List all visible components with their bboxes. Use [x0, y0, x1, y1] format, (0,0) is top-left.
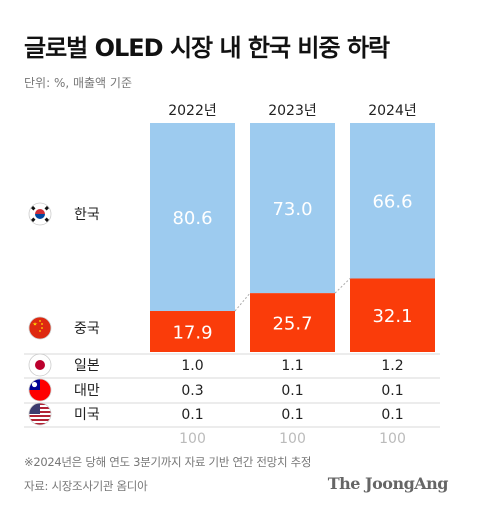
usa-flag [28, 402, 52, 426]
total-label: 100 [179, 431, 206, 447]
korea-value-label: 66.6 [372, 192, 412, 213]
korea-value-label: 80.6 [172, 208, 212, 229]
series-label: 한국 [74, 207, 100, 223]
china-value-label: 32.1 [372, 306, 412, 327]
row-label: 일본 [74, 358, 100, 374]
china-bar [150, 311, 235, 352]
table-cell: 0.1 [181, 407, 203, 423]
year-label: 2024년 [368, 103, 417, 119]
table-cell: 1.0 [181, 358, 203, 374]
japan-flag [28, 353, 52, 377]
china-value-label: 25.7 [272, 314, 312, 335]
year-label: 2022년 [168, 103, 217, 119]
brand-logo: The JoongAng [327, 474, 449, 493]
table-cell: 0.1 [281, 407, 303, 423]
table-cell: 0.1 [281, 383, 303, 399]
china-value-label: 17.9 [172, 323, 212, 344]
table-cell: 0.1 [381, 383, 403, 399]
connector-line [334, 278, 351, 294]
table-cell: 0.1 [381, 407, 403, 423]
korea-bar [150, 123, 235, 312]
year-label: 2023년 [268, 103, 317, 119]
table-cell: 0.3 [181, 383, 203, 399]
table-cell: 1.2 [381, 358, 403, 374]
total-label: 100 [379, 431, 406, 447]
row-label: 대만 [74, 383, 100, 399]
total-label: 100 [279, 431, 306, 447]
korea-bar [350, 123, 435, 279]
source-note: 자료: 시장조사기관 옴디아 [24, 479, 148, 493]
china-bar [250, 293, 335, 352]
china-bar [350, 278, 435, 352]
table-cell: 1.1 [281, 358, 303, 374]
connector-line [234, 292, 251, 312]
series-label: 중국 [74, 321, 100, 337]
chart-title: 글로벌 OLED 시장 내 한국 비중 하락 [24, 34, 390, 62]
unit-note: 단위: %, 매출액 기준 [24, 76, 132, 90]
china-flag [28, 316, 52, 340]
korea-flag [28, 202, 52, 226]
taiwan-flag [28, 378, 52, 402]
korea-value-label: 73.0 [272, 199, 312, 220]
row-label: 미국 [74, 407, 100, 423]
footnote: ※2024년은 당해 연도 3분기까지 자료 기반 연간 전망치 추정 [24, 455, 312, 469]
korea-bar [250, 123, 335, 294]
